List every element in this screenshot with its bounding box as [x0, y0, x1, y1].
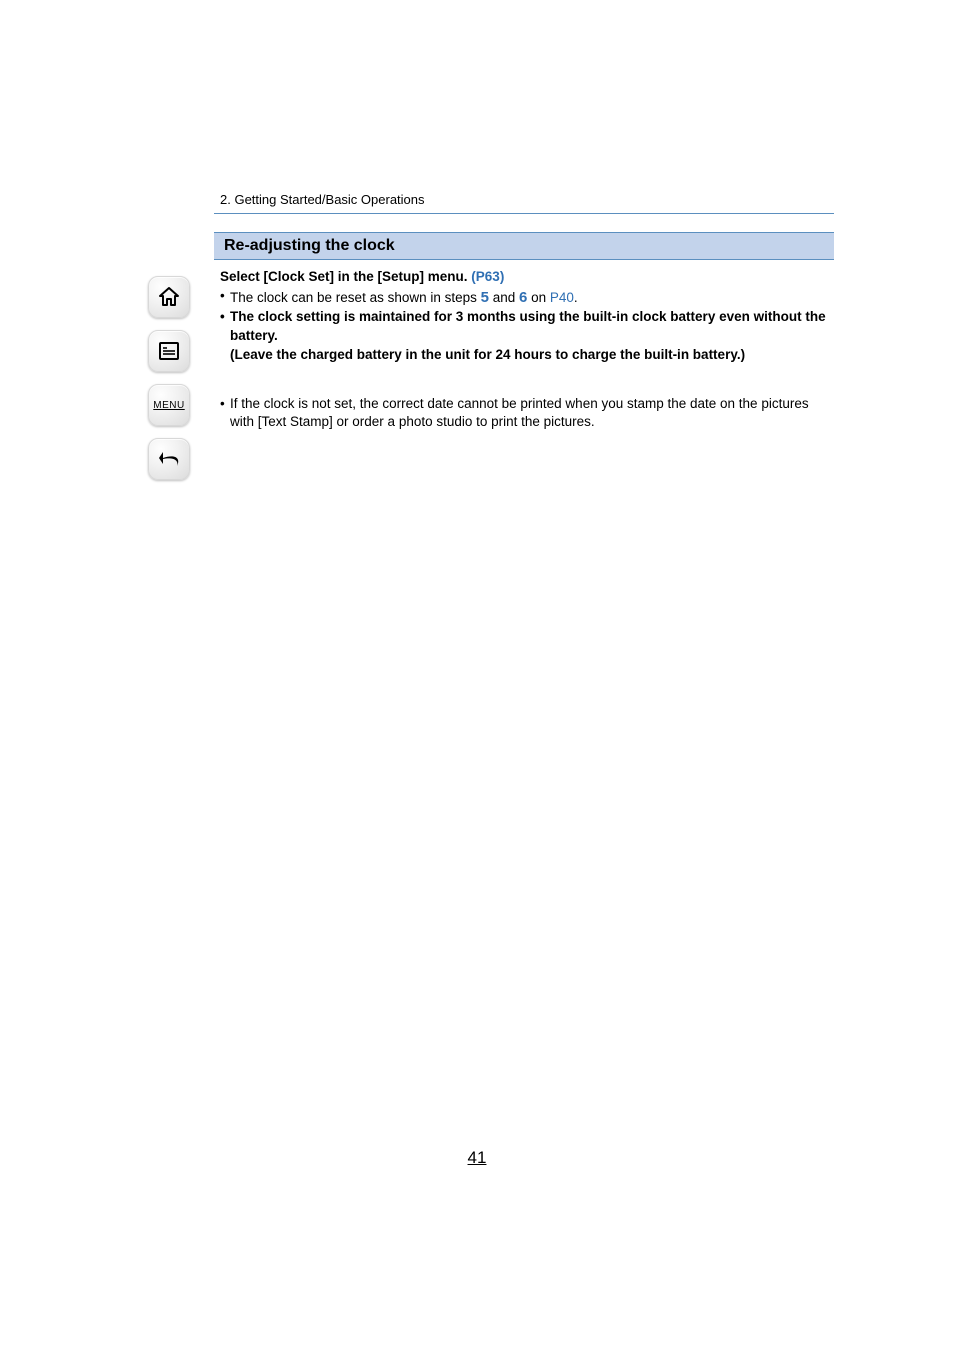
select-line: Select [Clock Set] in the [Setup] menu. … [220, 268, 828, 287]
section-header: Re-adjusting the clock [214, 232, 834, 260]
page-number: 41 [0, 1148, 954, 1168]
maintain-line-2: (Leave the charged battery in the unit f… [220, 346, 828, 365]
maintain-text-1: The clock setting is maintained for 3 mo… [230, 309, 826, 343]
menu-label: MENU [153, 400, 184, 411]
note-line: • If the clock is not set, the correct d… [220, 395, 828, 433]
note-box: • If the clock is not set, the correct d… [214, 385, 834, 443]
bullet-dot: • [220, 308, 230, 346]
reset-line: • The clock can be reset as shown in ste… [220, 287, 828, 308]
reset-mid: and [489, 290, 519, 305]
back-button[interactable] [148, 438, 190, 480]
toc-icon [157, 339, 181, 363]
menu-button[interactable]: MENU [148, 384, 190, 426]
toc-button[interactable] [148, 330, 190, 372]
reset-on: on [527, 290, 550, 305]
back-icon [156, 446, 182, 472]
reset-pre: The clock can be reset as shown in steps [230, 290, 481, 305]
maintain-text-2: (Leave the charged battery in the unit f… [230, 347, 745, 362]
chapter-title: Getting Started/Basic Operations [234, 192, 424, 207]
section-title: Re-adjusting the clock [224, 237, 395, 254]
step-5: 5 [481, 289, 489, 306]
chapter-number: 2. [220, 192, 231, 207]
reset-end: . [574, 290, 578, 305]
select-line-link[interactable]: (P63) [471, 269, 504, 284]
breadcrumb: 2. Getting Started/Basic Operations [214, 192, 834, 214]
bullet-dot: • [220, 395, 230, 433]
sidebar-nav: MENU [148, 276, 190, 480]
body-text: Select [Clock Set] in the [Setup] menu. … [214, 268, 834, 365]
main-content: 2. Getting Started/Basic Operations Re-a… [214, 192, 834, 442]
reset-link[interactable]: P40 [550, 290, 574, 305]
maintain-line: • The clock setting is maintained for 3 … [220, 308, 828, 346]
note-text: If the clock is not set, the correct dat… [230, 396, 809, 430]
home-icon [157, 285, 181, 309]
bullet-dot: • [220, 287, 230, 308]
select-line-text: Select [Clock Set] in the [Setup] menu. [220, 269, 471, 284]
home-button[interactable] [148, 276, 190, 318]
